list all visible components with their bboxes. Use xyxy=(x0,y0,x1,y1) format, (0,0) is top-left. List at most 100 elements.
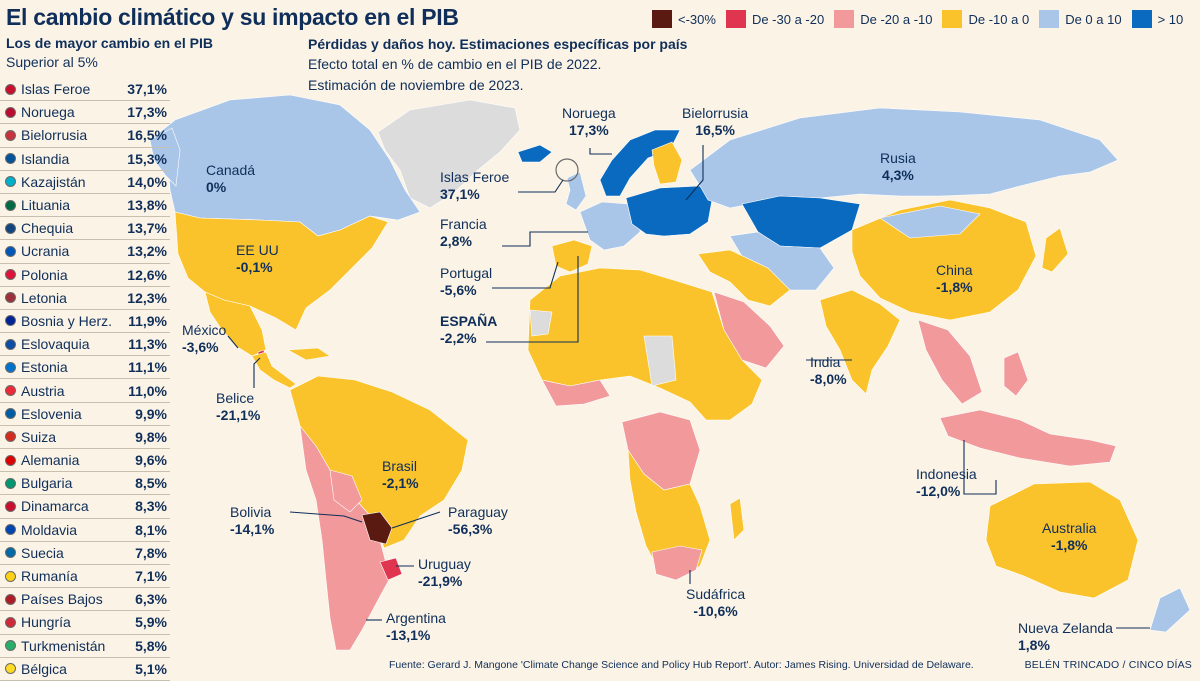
legend-item: De -20 a -10 xyxy=(834,10,932,28)
label-indonesia: Indonesia -12,0% xyxy=(916,466,977,500)
label-value: -1,8% xyxy=(1050,537,1088,553)
ranking-country: Chequia xyxy=(21,220,74,237)
flag-icon xyxy=(5,408,16,420)
label-value: -8,0% xyxy=(810,371,847,387)
legend-label: De -10 a 0 xyxy=(968,11,1030,27)
label-bolivia: Bolivia -14,1% xyxy=(230,504,274,538)
region-greenland xyxy=(377,99,521,209)
ranking-country: Ucrania xyxy=(21,243,70,260)
label-nuevazelanda: Nueva Zelanda 1,8% xyxy=(1018,620,1113,654)
ranking-country: Bosnia y Herz. xyxy=(21,312,113,329)
label-value: -0,1% xyxy=(236,259,273,275)
region-south-africa xyxy=(651,545,703,581)
ranking-country: Noruega xyxy=(21,104,75,121)
ranking-title: Los de mayor cambio en el PIB xyxy=(6,35,213,51)
flag-icon xyxy=(5,454,16,466)
region-mongolia xyxy=(879,205,981,239)
ranking-row: Bielorrusia 16,5% xyxy=(0,124,170,148)
flag-icon xyxy=(5,83,16,95)
page-title: El cambio climático y su impacto en el P… xyxy=(6,4,459,30)
flag-icon xyxy=(5,199,16,211)
region-caribbean xyxy=(286,347,331,361)
label-name: Canadá xyxy=(206,162,256,178)
label-name: EE UU xyxy=(236,242,279,258)
ranking-country: Alemania xyxy=(21,452,80,469)
ranking-country: Austria xyxy=(21,382,65,399)
label-name: China xyxy=(936,262,973,278)
region-australia xyxy=(985,481,1139,599)
leader-bolivia xyxy=(289,511,363,523)
label-value: -14,1% xyxy=(230,521,275,537)
legend-label: <-30% xyxy=(678,11,716,27)
label-name: Islas Feroe xyxy=(440,169,510,185)
source-note: Fuente: Gerard J. Mangone 'Climate Chang… xyxy=(389,659,974,671)
label-belice: Belice -21,1% xyxy=(216,390,260,424)
label-value: -1,8% xyxy=(936,279,973,295)
ranking-value: 7,1% xyxy=(135,568,167,585)
region-iberia xyxy=(551,239,593,273)
ranking-country: Turkmenistán xyxy=(21,637,106,654)
flag-icon xyxy=(5,245,16,257)
ranking-country: Islas Feroe xyxy=(21,81,91,98)
legend-swatch xyxy=(834,10,855,28)
leader-portugal xyxy=(492,261,559,289)
flag-icon xyxy=(5,292,16,304)
label-name: ESPAÑA xyxy=(440,313,498,329)
ranking-row: Chequia 13,7% xyxy=(0,217,170,241)
region-madagascar xyxy=(729,497,745,541)
label-value: -5,6% xyxy=(440,282,477,298)
label-value: -13,1% xyxy=(386,627,431,643)
legend-item: De -10 a 0 xyxy=(942,10,1029,28)
flag-icon xyxy=(5,431,16,443)
flag-icon xyxy=(5,477,16,489)
label-value: -21,9% xyxy=(418,573,463,589)
label-name: Bolivia xyxy=(230,504,272,520)
region-uruguay xyxy=(379,557,403,581)
legend-swatch xyxy=(725,10,746,28)
label-value: -2,1% xyxy=(382,475,419,491)
label-paraguay: Paraguay -56,3% xyxy=(448,504,508,538)
ranking-row: Bulgaria 8,5% xyxy=(0,472,170,496)
label-value: -12,0% xyxy=(916,483,961,499)
region-paraguay xyxy=(361,511,393,545)
legend-swatch xyxy=(652,10,672,28)
ranking-country: Letonia xyxy=(21,289,67,306)
flag-icon xyxy=(5,106,16,118)
ranking-list: Islas Feroe 37,1% Noruega 17,3% Bielorrusia 1… xyxy=(0,78,170,681)
label-name: Noruega xyxy=(562,105,616,121)
legend-item: De 0 a 10 xyxy=(1039,10,1122,28)
label-name: Francia xyxy=(440,216,487,232)
flag-icon xyxy=(5,176,16,188)
legend-label: De -20 a -10 xyxy=(860,11,933,27)
ranking-country: Kazajistán xyxy=(21,173,86,190)
label-name: México xyxy=(182,322,227,338)
ranking-value: 5,1% xyxy=(135,660,167,677)
ranking-row: Islandia 15,3% xyxy=(0,148,170,171)
label-value: -2,2% xyxy=(440,330,477,346)
ranking-value: 9,6% xyxy=(135,452,167,469)
ranking-value: 9,8% xyxy=(135,428,167,445)
legend-label: > 10 xyxy=(1157,11,1184,27)
ranking-value: 13,2% xyxy=(127,243,167,260)
flag-icon xyxy=(5,222,16,234)
ranking-country: Países Bajos xyxy=(21,591,103,608)
region-middle-east xyxy=(697,249,791,307)
label-name: Indonesia xyxy=(916,466,977,482)
region-africa-south xyxy=(627,448,711,579)
label-value: 2,8% xyxy=(440,233,472,249)
ranking-row: Ucrania 13,2% xyxy=(0,240,170,264)
ranking-row: Dinamarca 8,3% xyxy=(0,495,170,519)
ranking-country: Rumanía xyxy=(21,568,78,585)
ranking-row: Polonia 12,6% xyxy=(0,264,170,287)
leader-paraguay xyxy=(391,511,441,529)
ranking-row: Alemania 9,6% xyxy=(0,449,170,473)
label-bielorrusia: Bielorrusia 16,5% xyxy=(682,105,748,139)
label-value: 17,3% xyxy=(569,122,609,138)
ranking-value: 14,0% xyxy=(127,173,167,190)
flag-icon xyxy=(5,129,16,141)
ranking-value: 11,1% xyxy=(128,359,167,376)
ranking-country: Suiza xyxy=(21,428,57,445)
label-name: Paraguay xyxy=(448,504,508,520)
legend-swatch xyxy=(942,10,963,28)
label-value: 0% xyxy=(206,179,227,195)
